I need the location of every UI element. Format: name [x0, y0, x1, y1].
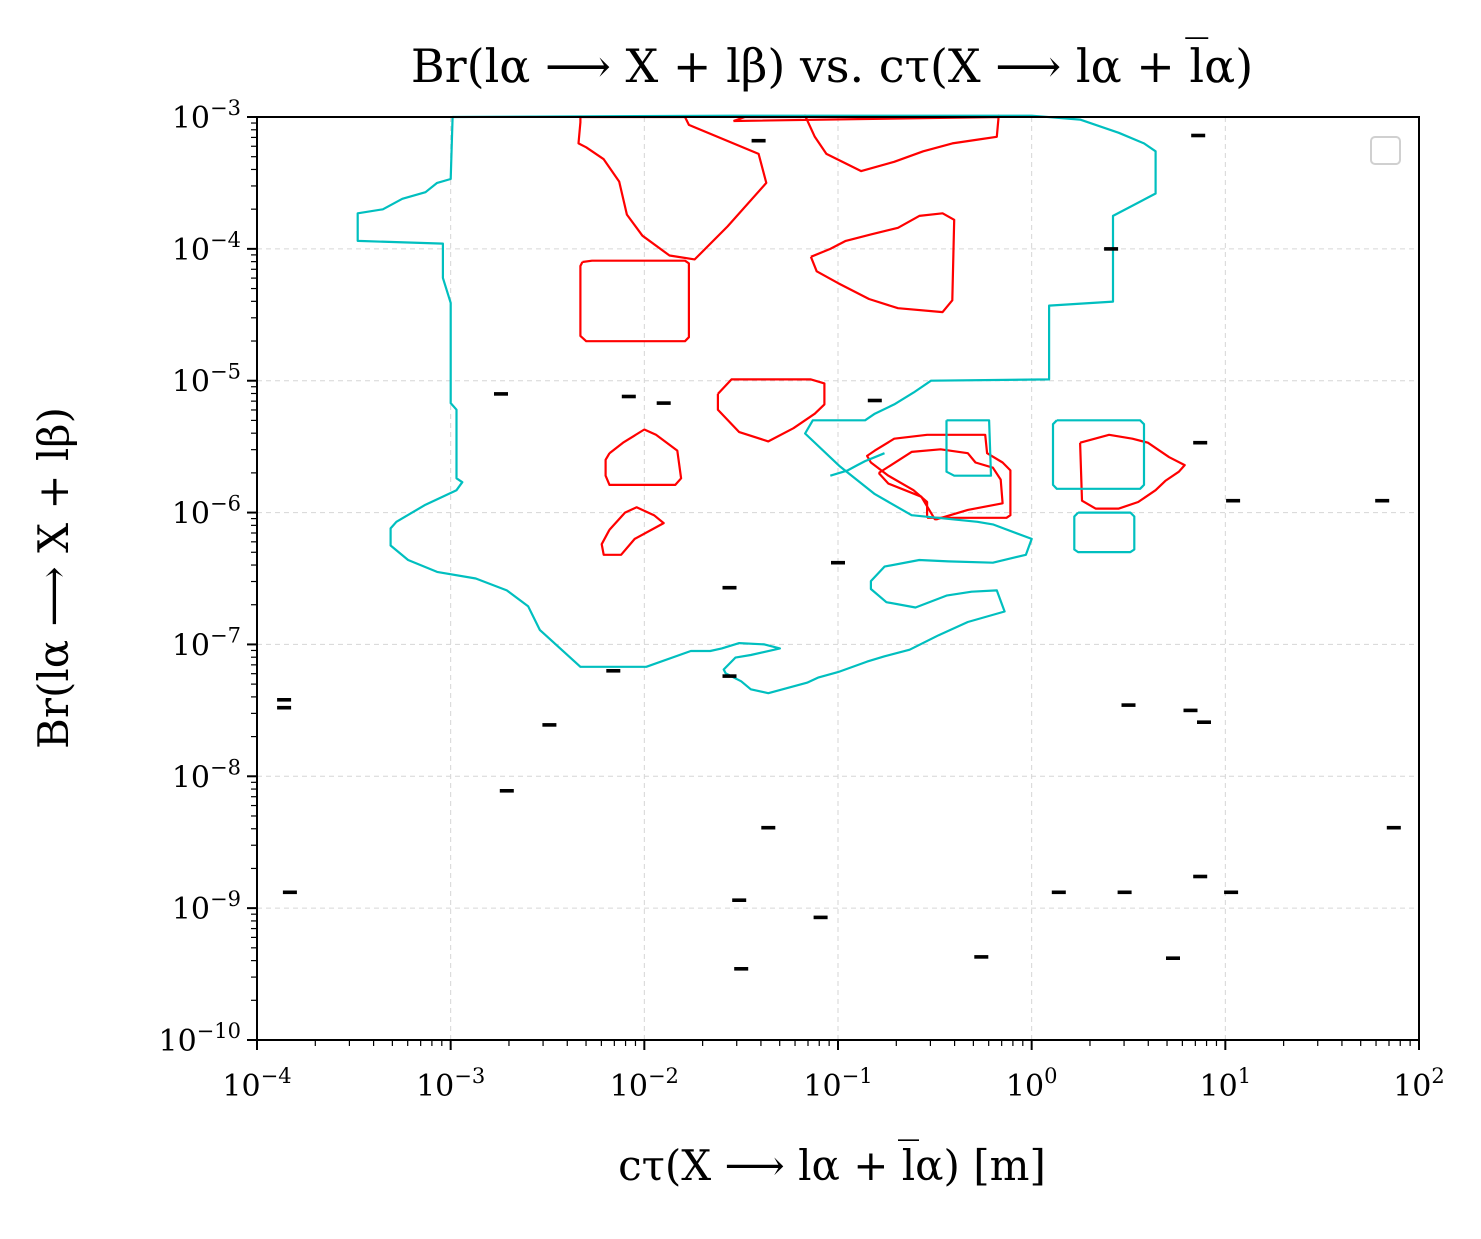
contour-line	[1073, 511, 1136, 554]
y-tick-label: 10−6	[172, 492, 241, 532]
axis-ticks	[247, 116, 1420, 1050]
contour-line	[877, 448, 1004, 521]
data-marker	[761, 825, 776, 830]
plot-frame	[256, 116, 1420, 1041]
data-marker	[974, 955, 989, 959]
data-marker	[1386, 825, 1401, 830]
data-marker	[732, 898, 747, 902]
data-marker	[1183, 708, 1198, 713]
y-tick-label: 10−10	[158, 1019, 241, 1059]
series-layer	[277, 114, 1401, 971]
data-marker	[621, 394, 636, 399]
data-marker	[1197, 720, 1211, 724]
x-tick-label: 10−3	[416, 1064, 485, 1104]
x-tick-label: 10−2	[610, 1064, 679, 1104]
legend	[1370, 136, 1401, 165]
y-tick-label: 10−3	[172, 96, 241, 136]
data-marker	[722, 674, 737, 678]
contour-line	[1051, 419, 1146, 490]
series-2	[277, 133, 1401, 971]
data-marker	[867, 398, 882, 403]
contour-line	[604, 428, 683, 486]
data-marker	[1375, 498, 1390, 503]
contour-line	[600, 506, 665, 556]
contour-line	[716, 378, 826, 443]
x-tick-labels: 10−4 10−3 10−2 10−1 100 101 102	[222, 1064, 1444, 1104]
data-marker	[1104, 247, 1119, 251]
grid	[257, 117, 1419, 1040]
data-marker	[277, 698, 292, 702]
contour-line	[577, 115, 768, 261]
contour-line	[1079, 433, 1186, 510]
y-tick-label: 10−8	[172, 755, 241, 795]
data-marker	[722, 585, 737, 590]
legend-box	[1370, 136, 1401, 165]
data-marker	[499, 789, 514, 793]
contour-line	[865, 433, 1012, 519]
data-marker	[494, 392, 508, 396]
y-axis-label: Br(lα ⟶ X + lβ)	[29, 407, 78, 749]
contour-line	[579, 259, 691, 343]
contour-line	[356, 114, 1157, 695]
data-marker	[1226, 498, 1241, 503]
x-tick-label: 102	[1393, 1064, 1445, 1104]
data-marker	[1224, 890, 1239, 895]
data-marker	[734, 967, 749, 971]
data-marker	[751, 138, 766, 143]
data-marker	[1191, 133, 1206, 138]
contour-line	[829, 452, 885, 477]
data-marker	[277, 705, 292, 710]
chart-title: Br(lα ⟶ X + lβ) vs. cτ(X ⟶ lα + l̅α)	[411, 36, 1253, 93]
data-marker	[1193, 440, 1208, 445]
x-tick-label: 10−4	[222, 1064, 291, 1104]
y-tick-labels: 10−10 10−9 10−8 10−7 10−6 10−5 10−4 10−3	[158, 96, 241, 1059]
x-tick-label: 100	[1006, 1064, 1058, 1104]
data-marker	[1193, 874, 1208, 879]
contour-line	[809, 212, 956, 314]
data-marker	[813, 915, 828, 920]
data-marker	[1117, 890, 1132, 895]
y-tick-label: 10−7	[172, 623, 241, 663]
y-tick-label: 10−4	[172, 228, 241, 268]
x-tick-label: 10−1	[803, 1064, 872, 1104]
data-marker	[656, 401, 671, 405]
data-marker	[1051, 890, 1066, 895]
x-tick-label: 101	[1200, 1064, 1252, 1104]
data-marker	[542, 723, 557, 727]
x-axis-label: cτ(X ⟶ lα + l̅α) [m]	[618, 1138, 1046, 1190]
series-1	[356, 114, 1157, 695]
contour-line	[945, 419, 993, 477]
data-marker	[606, 669, 621, 673]
contour-line	[733, 114, 1000, 173]
y-tick-label: 10−9	[172, 887, 241, 927]
data-marker	[1121, 703, 1136, 707]
data-marker	[1166, 956, 1180, 960]
data-marker	[831, 560, 845, 565]
y-tick-label: 10−5	[172, 360, 241, 400]
data-marker	[282, 890, 297, 895]
